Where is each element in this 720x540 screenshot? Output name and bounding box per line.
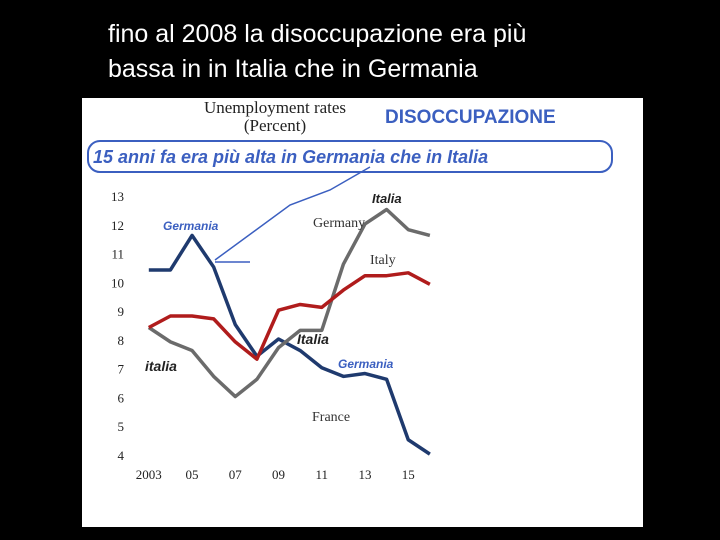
x-tick-label: 15: [402, 467, 415, 482]
annotation: Germania: [163, 219, 219, 233]
series-line: [147, 207, 431, 399]
chart-subtitle: (Percent): [244, 116, 306, 135]
series-label: France: [312, 410, 350, 425]
chart-title: Unemployment rates: [204, 98, 346, 117]
callout-arrow: [214, 166, 371, 261]
y-tick-label: 11: [111, 247, 124, 262]
annotation: italia: [145, 358, 177, 374]
x-tick-label: 07: [229, 467, 243, 482]
series-line: [148, 233, 431, 456]
y-tick-label: 9: [118, 304, 125, 319]
y-tick-label: 6: [118, 390, 125, 405]
series-line: [147, 271, 431, 361]
annotation: 15 anni fa era più alta in Germania che …: [93, 147, 488, 167]
x-tick-label: 05: [186, 467, 199, 482]
y-tick-label: 4: [118, 448, 125, 463]
callout-box: [87, 140, 613, 173]
slide-title-line: fino al 2008 la disoccupazione era più: [108, 20, 526, 48]
annotation: DISOCCUPAZIONE: [385, 107, 556, 128]
slide-title-line: bassa in in Italia che in Germania: [108, 55, 478, 83]
annotation: Germania: [338, 357, 394, 371]
x-tick-label: 11: [316, 467, 329, 482]
y-tick-label: 8: [118, 333, 125, 348]
y-tick-label: 10: [111, 275, 124, 290]
plot: 4 5 6 7 8 9 10 11 12 13 2003 05 07 09 11 13 15 Germany Ita…: [93, 107, 556, 482]
x-tick-label: 2003: [136, 467, 162, 482]
series-label: Italy: [370, 253, 396, 268]
y-tick-label: 12: [111, 218, 124, 233]
annotation: Italia: [297, 331, 329, 347]
x-tick-label: 09: [272, 467, 285, 482]
x-tick-label: 13: [359, 467, 372, 482]
series-label: Germany: [313, 216, 365, 231]
y-tick-label: 5: [118, 419, 125, 434]
chart-panel: [82, 98, 643, 527]
annotation: Italia: [372, 191, 402, 206]
y-tick-label: 13: [111, 189, 124, 204]
y-tick-label: 7: [118, 362, 125, 377]
